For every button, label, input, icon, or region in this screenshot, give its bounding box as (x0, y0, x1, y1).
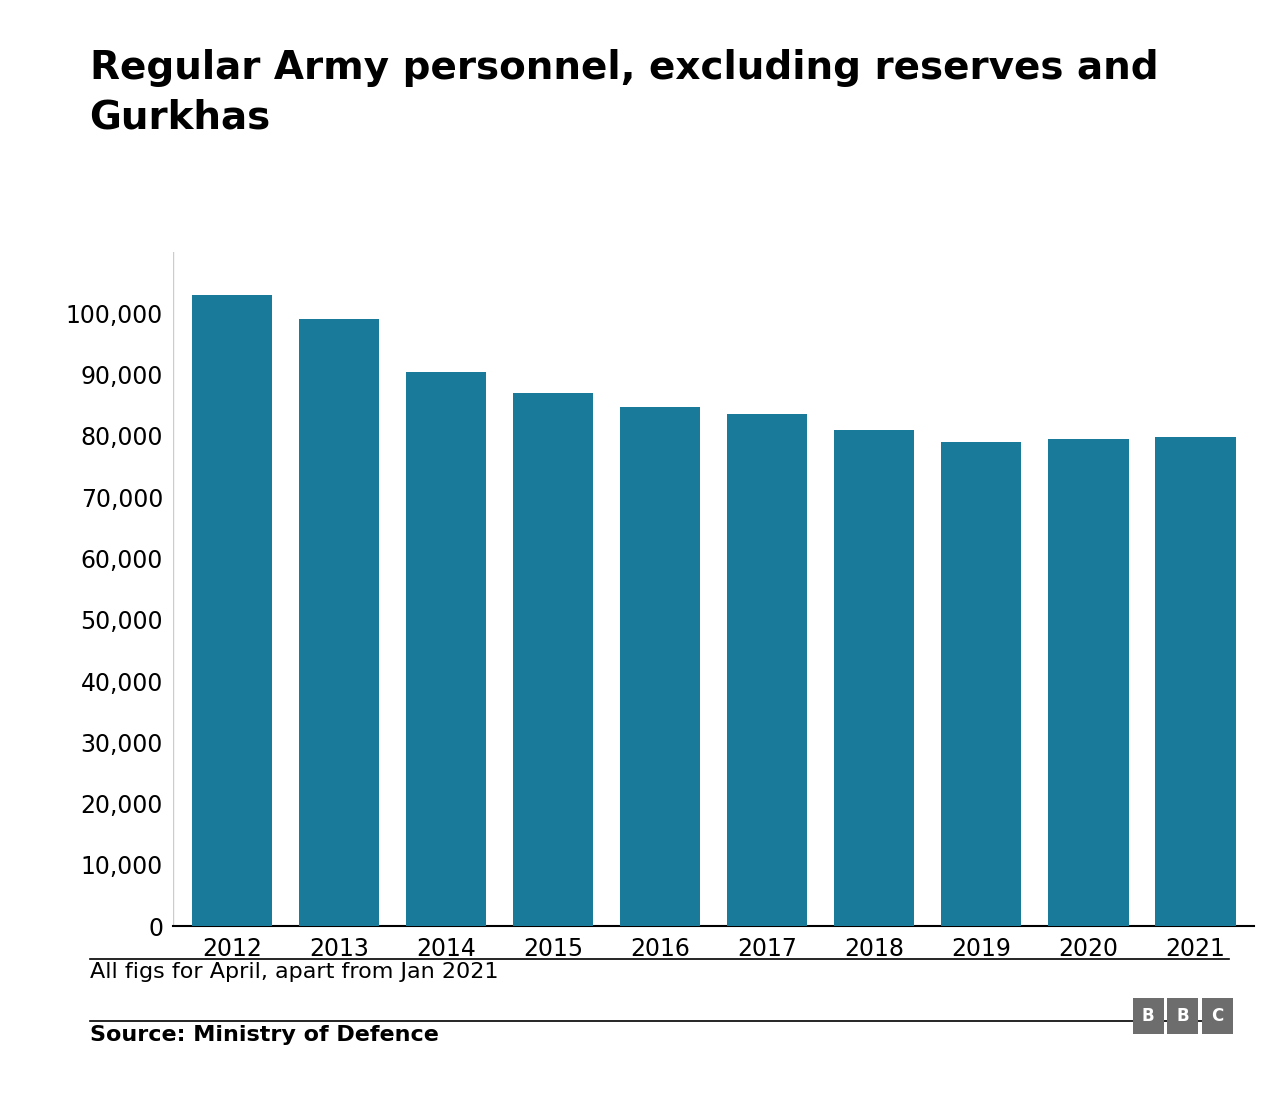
Bar (620, 407, 700, 926)
Bar (835, 430, 914, 926)
Bar (1156, 437, 1235, 926)
Bar (192, 295, 271, 926)
Text: B: B (1142, 1007, 1155, 1025)
Bar (1048, 439, 1129, 926)
Text: Regular Army personnel, excluding reserves and: Regular Army personnel, excluding reserv… (90, 49, 1158, 88)
Bar (298, 320, 379, 926)
Text: All figs for April, apart from Jan 2021: All figs for April, apart from Jan 2021 (90, 962, 498, 982)
Bar (727, 414, 808, 926)
Text: C: C (1211, 1007, 1224, 1025)
Bar (941, 442, 1021, 926)
Bar (406, 372, 486, 926)
Text: Source: Ministry of Defence: Source: Ministry of Defence (90, 1025, 439, 1044)
Text: Gurkhas: Gurkhas (90, 99, 271, 137)
Bar (513, 393, 593, 926)
Text: B: B (1176, 1007, 1189, 1025)
